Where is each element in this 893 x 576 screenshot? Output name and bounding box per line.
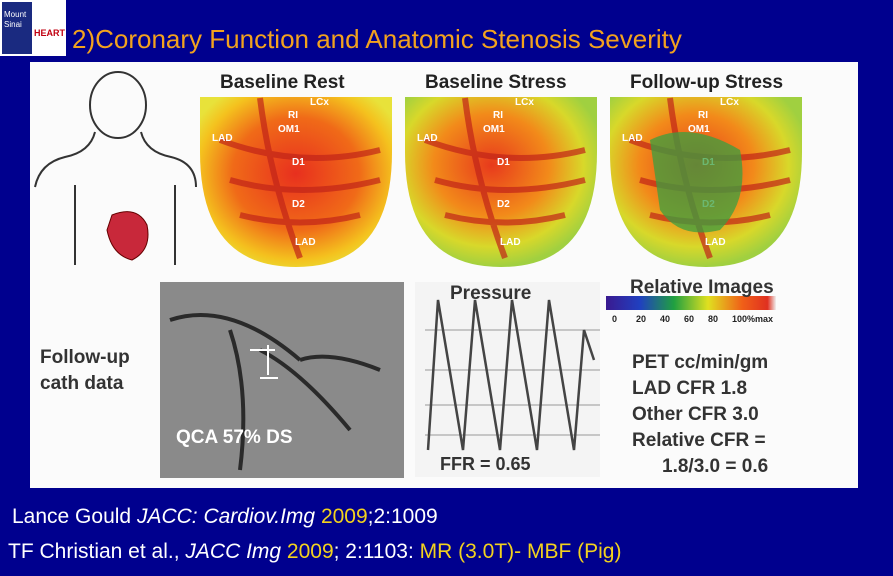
- citation-part: ; 2:1103:: [334, 540, 420, 563]
- scale-label: 40: [660, 314, 670, 324]
- map-label: LAD: [295, 237, 316, 248]
- ffr-label: FFR = 0.65: [440, 454, 531, 474]
- color-scale: [606, 296, 776, 310]
- map-label: LCx: [515, 97, 534, 108]
- angiogram: [160, 282, 404, 478]
- map-label: LCx: [310, 97, 329, 108]
- pet-line: Relative CFR =: [632, 430, 766, 451]
- map-label: RI: [698, 110, 708, 121]
- panel-title: Baseline Rest: [220, 72, 345, 93]
- scale-label: 0: [612, 314, 617, 324]
- citation-part: Lance Gould: [12, 505, 137, 528]
- citation-part: 2009: [321, 505, 368, 528]
- map-label: D1: [497, 157, 510, 168]
- qca-marker: [250, 345, 278, 379]
- map-label: OM1: [278, 124, 300, 135]
- artery: [423, 97, 586, 260]
- qca-label: QCA 57% DS: [176, 427, 293, 448]
- scale-label: 100%max: [732, 314, 773, 324]
- scale-label: 60: [684, 314, 694, 324]
- citation-part: 2009: [287, 540, 334, 563]
- map-label: LAD: [705, 237, 726, 248]
- citation-part: JACC: Cardiov.Img: [136, 505, 321, 528]
- polar-map: [200, 97, 392, 267]
- citation-part: MR (3.0T)- MBF (Pig): [420, 540, 622, 563]
- map-label: D2: [292, 199, 305, 210]
- pressure-grid: [425, 329, 600, 436]
- map-label: RI: [493, 110, 503, 121]
- pressure-plot: [415, 282, 600, 477]
- scale-label: 80: [708, 314, 718, 324]
- citation: Lance Gould JACC: Cardiov.Img 2009;2:100…: [12, 505, 438, 528]
- map-label: LAD: [417, 133, 438, 144]
- map-label: D2: [497, 199, 510, 210]
- cath-label: Follow-up: [40, 347, 130, 368]
- polar-map: [405, 97, 597, 267]
- pet-line: LAD CFR 1.8: [632, 378, 747, 399]
- map-label: OM1: [688, 124, 710, 135]
- cath-label: cath data: [40, 373, 124, 394]
- figure-text: Baseline Rest LCx RI OM1 LAD D1 D2 LAD Baseline …: [40, 72, 783, 477]
- panel-title: Baseline Stress: [425, 72, 567, 93]
- map-label: LAD: [622, 133, 643, 144]
- map-label: RI: [288, 110, 298, 121]
- ischemic-zone: [650, 132, 743, 233]
- heart-icon: [106, 211, 149, 261]
- map-label: LAD: [500, 237, 521, 248]
- pet-line: Other CFR 3.0: [632, 404, 759, 425]
- pet-line: PET cc/min/gm: [632, 352, 768, 373]
- pressure-title: Pressure: [450, 283, 531, 304]
- map-label: LCx: [720, 97, 739, 108]
- pet-line: 1.8/3.0 = 0.6: [662, 456, 768, 477]
- body-outline: [34, 71, 197, 265]
- citation-part: JACC Img: [184, 540, 287, 563]
- citation: TF Christian et al., JACC Img 2009; 2:11…: [8, 540, 621, 563]
- pressure-wave: [426, 299, 596, 451]
- citation-part: TF Christian et al.,: [8, 540, 185, 563]
- map-label: LAD: [212, 133, 233, 144]
- map-label: OM1: [483, 124, 505, 135]
- relative-title: Relative Images: [630, 277, 774, 298]
- artery: [218, 97, 381, 260]
- logo-mark: [2, 2, 32, 54]
- logo-text: Sinai: [4, 20, 22, 29]
- slide-title: 2)Coronary Function and Anatomic Stenosi…: [72, 24, 682, 54]
- map-label: D1: [292, 157, 305, 168]
- logo-text: Mount: [4, 10, 27, 19]
- citation-part: ;2:1009: [368, 505, 438, 528]
- panel-title: Follow-up Stress: [630, 72, 783, 93]
- vessels: [169, 313, 381, 471]
- logo-text: HEART: [34, 28, 66, 38]
- scale-label: 20: [636, 314, 646, 324]
